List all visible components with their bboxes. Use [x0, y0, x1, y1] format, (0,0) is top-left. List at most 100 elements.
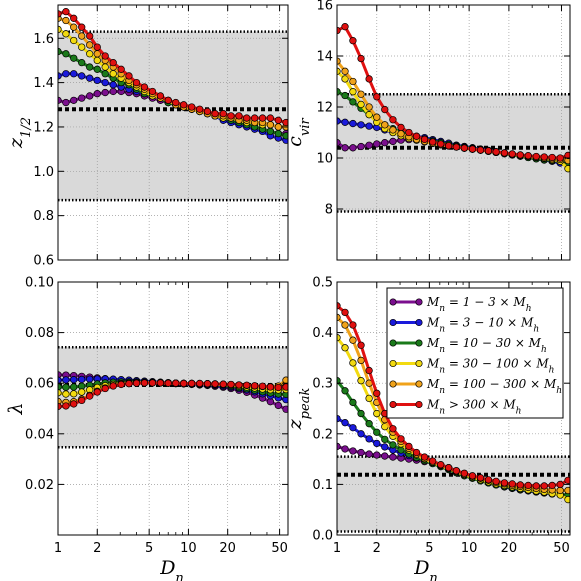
data-point-s5 — [357, 90, 365, 98]
y-tick-label: 0.08 — [25, 326, 54, 341]
data-point-s6 — [468, 145, 477, 153]
data-point-s4 — [564, 165, 570, 173]
data-point-s6 — [140, 83, 149, 91]
y-tick-label: 0.6 — [33, 254, 54, 269]
data-point-s6 — [548, 481, 556, 490]
data-point-s6 — [117, 380, 125, 389]
legend-label: Mn = 3 − 10 × Mh — [426, 316, 539, 335]
data-point-s6 — [389, 116, 397, 124]
data-point-s1 — [109, 87, 117, 96]
data-point-s3 — [93, 65, 101, 73]
data-point-s5 — [365, 103, 373, 111]
y-tick-label: 0.3 — [312, 377, 333, 392]
data-point-s6 — [274, 116, 282, 124]
data-point-s4 — [357, 100, 365, 109]
data-point-s3 — [389, 441, 397, 449]
data-point-s3 — [341, 387, 349, 395]
data-point-s6 — [412, 132, 421, 140]
data-point-s6 — [508, 150, 516, 158]
legend-entry: Mn = 100 − 300 × Mh — [389, 377, 562, 396]
data-point-s6 — [341, 23, 349, 31]
data-point-s5 — [341, 67, 349, 75]
data-point-s6 — [556, 480, 564, 489]
data-point-s5 — [564, 486, 570, 495]
data-point-s6 — [203, 107, 212, 116]
data-point-s4 — [373, 409, 381, 418]
data-point-s2 — [349, 119, 357, 128]
data-point-s6 — [468, 472, 477, 480]
data-point-s2 — [341, 118, 349, 126]
y-axis-label: cvir — [284, 118, 313, 147]
data-point-s6 — [180, 101, 188, 109]
data-point-s6 — [429, 138, 437, 146]
x-tick-label: 1 — [333, 541, 341, 556]
data-point-s3 — [101, 70, 109, 78]
data-point-s1 — [381, 139, 389, 147]
y-tick-label: 0.0 — [312, 529, 333, 544]
data-point-s6 — [164, 96, 172, 104]
data-point-s4 — [365, 394, 373, 403]
x-axis-label-left: Dn — [159, 557, 184, 581]
y-tick-label: 1.0 — [33, 165, 54, 180]
data-point-s6 — [341, 308, 349, 317]
data-point-s6 — [381, 105, 389, 114]
data-point-s6 — [429, 457, 437, 465]
x-axis-label-right: Dn — [413, 557, 438, 581]
y-tick-label: 16 — [316, 0, 333, 14]
data-point-s2 — [365, 122, 373, 130]
legend-swatch-marker — [389, 380, 397, 388]
data-point-s6 — [235, 381, 243, 389]
data-point-s6 — [156, 92, 165, 100]
data-point-s3 — [349, 98, 357, 106]
data-point-s5 — [373, 113, 381, 121]
legend-box — [386, 287, 564, 419]
data-point-s5 — [397, 130, 405, 138]
data-point-s2 — [365, 435, 373, 443]
data-point-s2 — [109, 81, 117, 89]
data-point-s6 — [282, 118, 288, 127]
y-tick-label: 1.6 — [33, 32, 54, 47]
data-point-s4 — [86, 50, 94, 58]
data-point-s2 — [78, 72, 86, 80]
data-point-s4 — [109, 70, 117, 78]
axes-frame — [336, 4, 571, 261]
y-tick-label: 0.5 — [312, 276, 333, 291]
y-tick-label: 1.2 — [33, 120, 54, 135]
legend-swatch-marker — [415, 318, 423, 327]
y-tick-label: 8 — [325, 203, 333, 218]
data-point-s3 — [274, 129, 282, 138]
x-tick-label: 5 — [425, 541, 433, 556]
data-point-s4 — [349, 88, 357, 96]
data-point-s1 — [357, 142, 365, 151]
data-point-s6 — [196, 379, 204, 388]
panel-top-left: 0.6 0.8 1.0 1.2 1.4 1.6 z1/2 — [5, 4, 289, 269]
data-point-s6 — [109, 382, 117, 390]
data-point-s2 — [101, 78, 109, 87]
legend-swatch-marker — [415, 359, 423, 368]
y-tick-label: 0.2 — [312, 427, 333, 442]
data-point-s1 — [373, 140, 381, 148]
data-point-s6 — [484, 476, 493, 484]
data-point-s6 — [211, 380, 219, 388]
data-point-s6 — [556, 154, 564, 162]
series-group — [58, 8, 288, 144]
data-point-s3 — [78, 59, 86, 67]
legend-swatch-marker — [415, 380, 423, 388]
legend-swatch-marker — [389, 400, 397, 409]
data-point-s6 — [132, 78, 141, 87]
data-point-s6 — [452, 143, 460, 151]
legend-entry: Mn = 30 − 100 × Mh — [389, 357, 554, 376]
data-point-s6 — [349, 321, 357, 329]
legend-label: Mn = 1 − 3 × Mh — [426, 295, 532, 314]
data-point-s3 — [349, 398, 357, 407]
x-tick-label: 10 — [180, 541, 197, 556]
data-point-s2 — [78, 375, 86, 384]
legend-entry: Mn > 300 × Mh — [389, 398, 521, 417]
legend-swatch-marker — [389, 359, 397, 368]
data-point-s6 — [148, 87, 157, 96]
y-axis-label: z1/2 — [5, 117, 34, 149]
data-point-s1 — [93, 90, 101, 98]
data-point-s3 — [397, 446, 405, 454]
data-point-s1 — [70, 96, 78, 104]
